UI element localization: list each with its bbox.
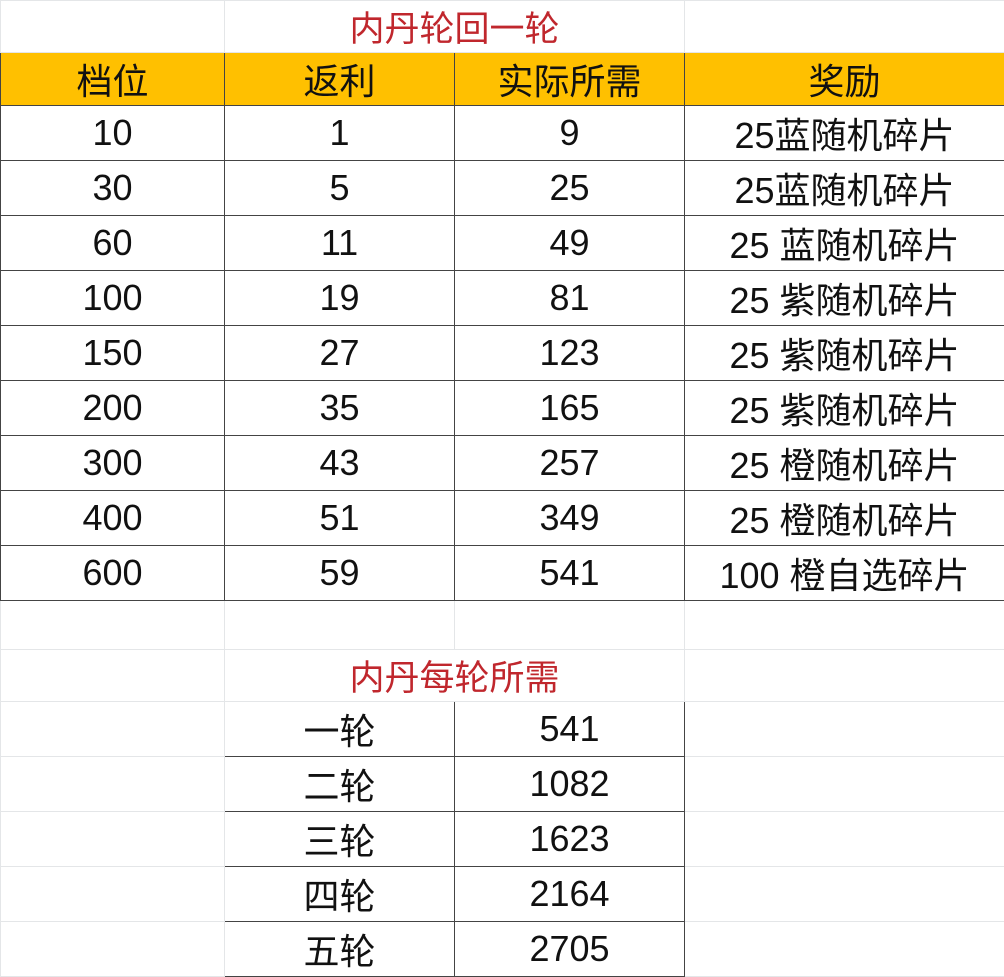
table-cell[interactable]: 1	[225, 106, 455, 161]
cell[interactable]	[1, 812, 225, 867]
table-cell[interactable]: 四轮	[225, 867, 455, 922]
cell[interactable]	[1, 601, 225, 650]
table-cell[interactable]: 81	[455, 271, 685, 326]
table-cell[interactable]: 25 橙随机碎片	[685, 491, 1004, 546]
table-cell[interactable]: 1082	[455, 757, 685, 812]
table-cell[interactable]: 25 蓝随机碎片	[685, 216, 1004, 271]
table1-title-row: 内丹轮回一轮	[1, 1, 1004, 53]
table-cell[interactable]: 100 橙自选碎片	[685, 546, 1004, 601]
cell[interactable]	[455, 601, 685, 650]
table-cell[interactable]: 9	[455, 106, 685, 161]
header-cell[interactable]: 奖励	[685, 53, 1004, 106]
table-cell[interactable]: 600	[1, 546, 225, 601]
table-cell[interactable]: 25 紫随机碎片	[685, 271, 1004, 326]
table-cell[interactable]: 257	[455, 436, 685, 491]
table2-title[interactable]: 内丹每轮所需	[225, 650, 685, 702]
table-cell[interactable]: 二轮	[225, 757, 455, 812]
table-cell[interactable]: 165	[455, 381, 685, 436]
cell[interactable]	[1, 702, 225, 757]
cell[interactable]	[685, 1, 1004, 53]
header-cell[interactable]: 实际所需	[455, 53, 685, 106]
table-cell[interactable]: 10	[1, 106, 225, 161]
table-cell[interactable]: 25 紫随机碎片	[685, 326, 1004, 381]
table-cell[interactable]: 349	[455, 491, 685, 546]
table-cell[interactable]: 2164	[455, 867, 685, 922]
table-cell[interactable]: 49	[455, 216, 685, 271]
table-cell[interactable]: 19	[225, 271, 455, 326]
cell[interactable]	[1, 757, 225, 812]
table-cell[interactable]: 25 橙随机碎片	[685, 436, 1004, 491]
table-cell[interactable]: 2705	[455, 922, 685, 977]
table-cell[interactable]: 59	[225, 546, 455, 601]
cell[interactable]	[1, 1, 225, 53]
cell[interactable]	[685, 757, 1004, 812]
cell[interactable]	[685, 922, 1004, 977]
table-cell[interactable]: 541	[455, 702, 685, 757]
cell[interactable]	[685, 812, 1004, 867]
table-cell[interactable]: 25 紫随机碎片	[685, 381, 1004, 436]
table-cell[interactable]: 51	[225, 491, 455, 546]
header-cell[interactable]: 返利	[225, 53, 455, 106]
table-cell[interactable]: 60	[1, 216, 225, 271]
table-cell[interactable]: 200	[1, 381, 225, 436]
cell[interactable]	[1, 650, 225, 702]
cell[interactable]	[1, 867, 225, 922]
table-cell[interactable]: 43	[225, 436, 455, 491]
table2-title-row: 内丹每轮所需	[1, 650, 1004, 702]
table-cell[interactable]: 27	[225, 326, 455, 381]
table-cell[interactable]: 400	[1, 491, 225, 546]
table-cell[interactable]: 150	[1, 326, 225, 381]
empty-row	[1, 601, 1004, 650]
table-cell[interactable]: 25	[455, 161, 685, 216]
table-cell[interactable]: 五轮	[225, 922, 455, 977]
table1-title[interactable]: 内丹轮回一轮	[225, 1, 685, 53]
cell[interactable]	[685, 702, 1004, 757]
table-cell[interactable]: 25蓝随机碎片	[685, 106, 1004, 161]
cell[interactable]	[685, 601, 1004, 650]
table-cell[interactable]: 一轮	[225, 702, 455, 757]
cell[interactable]	[685, 867, 1004, 922]
table-cell[interactable]: 100	[1, 271, 225, 326]
table-cell[interactable]: 35	[225, 381, 455, 436]
table-cell[interactable]: 541	[455, 546, 685, 601]
table-cell[interactable]: 11	[225, 216, 455, 271]
cell[interactable]	[1, 922, 225, 977]
table-cell[interactable]: 5	[225, 161, 455, 216]
table-cell[interactable]: 三轮	[225, 812, 455, 867]
table-cell[interactable]: 1623	[455, 812, 685, 867]
table-cell[interactable]: 123	[455, 326, 685, 381]
table-cell[interactable]: 30	[1, 161, 225, 216]
header-cell[interactable]: 档位	[1, 53, 225, 106]
table-cell[interactable]: 25蓝随机碎片	[685, 161, 1004, 216]
cell[interactable]	[685, 650, 1004, 702]
table1-header-row: 档位 返利 实际所需 奖励	[1, 53, 1004, 106]
table-cell[interactable]: 300	[1, 436, 225, 491]
cell[interactable]	[225, 601, 455, 650]
